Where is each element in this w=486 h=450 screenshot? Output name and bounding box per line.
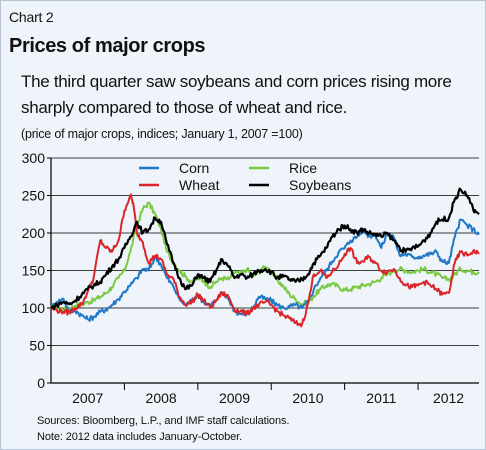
footnote: Note: 2012 data includes January-October… [37, 431, 243, 443]
series-lines [50, 187, 480, 328]
source-note: Sources: Bloomberg, L.P., and IMF staff … [37, 415, 290, 427]
x-tick-label: 2008 [146, 390, 177, 406]
y-tick-label: 50 [29, 338, 45, 354]
y-tick-label: 250 [22, 188, 46, 204]
chart-title: Prices of major crops [9, 35, 206, 57]
chart-subtitle: The third quarter saw soybeans and corn … [21, 72, 452, 117]
legend-label-wheat: Wheat [179, 177, 220, 193]
units-note: (price of major crops, indices; January … [21, 127, 303, 141]
x-tick-label: 2009 [219, 390, 250, 406]
series-line-corn [50, 218, 480, 322]
series-line-rice [50, 201, 480, 313]
series-line-soybeans [50, 187, 480, 310]
series-line-wheat [50, 193, 480, 328]
chart-number: Chart 2 [9, 9, 54, 25]
legend-label-soybeans: Soybeans [289, 177, 351, 193]
x-tick-label: 2012 [433, 390, 464, 406]
x-tick-label: 2007 [72, 390, 103, 406]
y-tick-label: 100 [22, 300, 46, 316]
y-axis: 0 50 100 150 200 250 300 [22, 150, 52, 391]
x-axis: 2007 2008 2009 2010 2011 2012 [51, 382, 479, 406]
y-tick-label: 300 [22, 150, 46, 166]
y-tick-label: 0 [37, 375, 45, 391]
y-tick-label: 150 [22, 263, 46, 279]
legend-label-rice: Rice [289, 160, 317, 176]
x-tick-label: 2011 [366, 390, 396, 406]
legend-label-corn: Corn [179, 160, 209, 176]
y-tick-label: 200 [22, 225, 46, 241]
x-tick-label: 2010 [292, 390, 323, 406]
